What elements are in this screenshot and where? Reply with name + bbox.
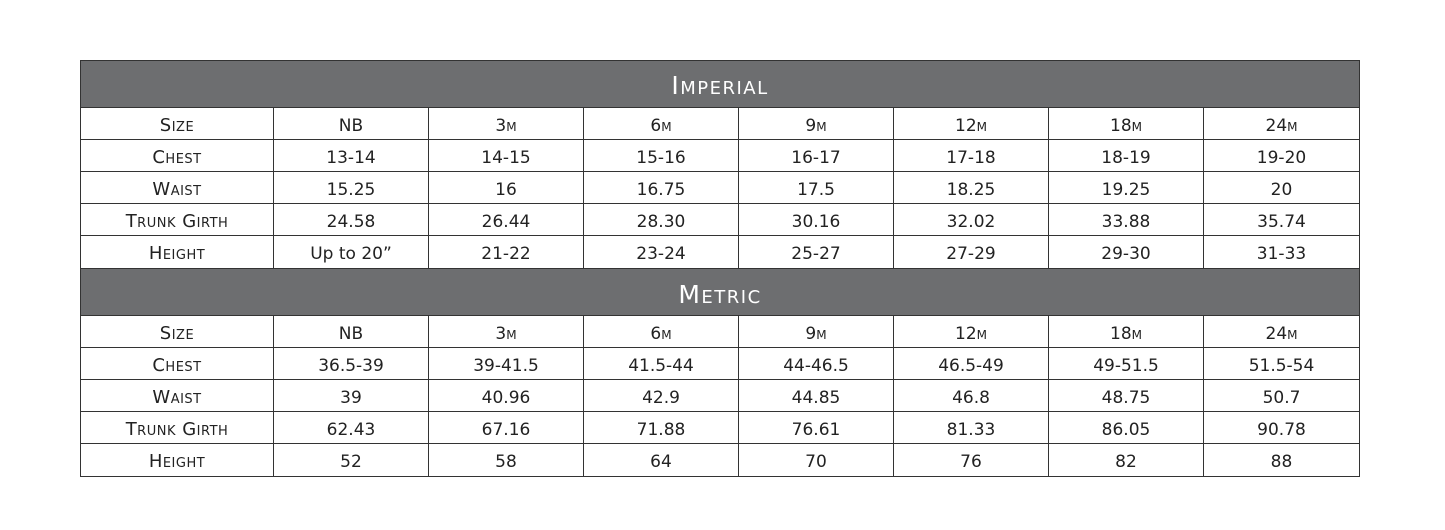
table-cell: 64 <box>584 444 739 476</box>
table-cell: 19-20 <box>1256 148 1307 168</box>
table-cell: 81.33 <box>894 412 1049 443</box>
table-cell: 18-19 <box>1049 140 1204 171</box>
row-label: Trunk Girth <box>81 204 274 235</box>
section-header-imperial: Imperial <box>81 61 1359 108</box>
table-cell: 41.5-44 <box>584 348 739 379</box>
table-cell: 90.78 <box>1257 420 1306 440</box>
table-cell: 42.9 <box>584 380 739 411</box>
row-label: Size <box>81 108 274 139</box>
table-cell: 33.88 <box>1049 204 1204 235</box>
table-cell: 21-22 <box>429 236 584 268</box>
size-column-header: NB <box>274 316 429 347</box>
table-cell: 28.30 <box>584 204 739 235</box>
size-column-header: 18m <box>1049 108 1204 139</box>
table-cell: 27-29 <box>894 236 1049 268</box>
table-row-height: Height Up to 20” 21-22 23-24 25-27 27-29 29-30… <box>81 236 1359 268</box>
table-cell: 19.25 <box>1049 172 1204 203</box>
table-cell: 44-46.5 <box>739 348 894 379</box>
table-cell: 46.8 <box>894 380 1049 411</box>
size-column-header: 18m <box>1049 316 1204 347</box>
table-cell: 36.5-39 <box>274 348 429 379</box>
table-cell: 67.16 <box>429 412 584 443</box>
table-cell: 16.75 <box>584 172 739 203</box>
size-column-header: 24m <box>1265 324 1298 344</box>
table-cell: 15.25 <box>274 172 429 203</box>
table-cell: 48.75 <box>1049 380 1204 411</box>
size-column-header: 12m <box>894 108 1049 139</box>
table-row-waist: Waist 39 40.96 42.9 44.85 46.8 48.75 50.7 <box>81 380 1359 412</box>
table-row-trunk-girth: Trunk Girth 24.58 26.44 28.30 30.16 32.02 33.8… <box>81 204 1359 236</box>
table-row-chest: Chest 13-14 14-15 15-16 16-17 17-18 18-19 19-20 <box>81 140 1359 172</box>
table-row-waist: Waist 15.25 16 16.75 17.5 18.25 19.25 20 <box>81 172 1359 204</box>
table-cell: 18.25 <box>894 172 1049 203</box>
table-cell: 58 <box>429 444 584 476</box>
table-cell: 32.02 <box>894 204 1049 235</box>
row-label: Trunk Girth <box>81 412 274 443</box>
table-cell: 52 <box>274 444 429 476</box>
size-column-header: 6m <box>584 108 739 139</box>
table-cell: 46.5-49 <box>894 348 1049 379</box>
table-cell: 31-33 <box>1256 244 1307 264</box>
row-label: Chest <box>81 348 274 379</box>
size-column-header: 12m <box>894 316 1049 347</box>
table-cell: 23-24 <box>584 236 739 268</box>
table-cell: 13-14 <box>274 140 429 171</box>
table-cell: 25-27 <box>739 236 894 268</box>
row-label: Height <box>81 444 274 476</box>
row-label: Waist <box>81 172 274 203</box>
row-label: Chest <box>81 140 274 171</box>
section-header-metric: Metric <box>81 268 1359 316</box>
row-label: Waist <box>81 380 274 411</box>
table-row-trunk-girth: Trunk Girth 62.43 67.16 71.88 76.61 81.33 86.0… <box>81 412 1359 444</box>
table-cell: 88 <box>1270 452 1293 472</box>
table-cell: 20 <box>1270 180 1293 200</box>
table-cell: 50.7 <box>1262 388 1301 408</box>
table-cell: 76.61 <box>739 412 894 443</box>
size-column-header: 24m <box>1265 116 1298 136</box>
table-cell: Up to 20” <box>274 236 429 268</box>
section-body-metric: Size NB 3m 6m 9m 12m 18m 24m Chest 36.5-39 39-41.5… <box>81 316 1359 476</box>
table-cell: 76 <box>894 444 1049 476</box>
table-cell: 29-30 <box>1049 236 1204 268</box>
table-cell: 35.74 <box>1257 212 1306 232</box>
section-body-imperial: Size NB 3m 6m 9m 12m 18m 24m Chest 13-14 14-15 15-1… <box>81 108 1359 268</box>
size-column-header: NB <box>274 108 429 139</box>
table-cell: 39 <box>274 380 429 411</box>
table-cell: 71.88 <box>584 412 739 443</box>
table-cell: 17.5 <box>739 172 894 203</box>
size-chart-table: Imperial Size NB 3m 6m 9m 12m 18m 24m Chest 13-14 1… <box>80 60 1360 477</box>
size-column-header: 3m <box>429 316 584 347</box>
table-cell: 30.16 <box>739 204 894 235</box>
size-column-header: 9m <box>739 108 894 139</box>
table-cell: 86.05 <box>1049 412 1204 443</box>
size-column-header: 6m <box>584 316 739 347</box>
table-cell: 14-15 <box>429 140 584 171</box>
size-column-header: 3m <box>429 108 584 139</box>
table-cell: 15-16 <box>584 140 739 171</box>
table-cell: 39-41.5 <box>429 348 584 379</box>
table-cell: 17-18 <box>894 140 1049 171</box>
table-row-size: Size NB 3m 6m 9m 12m 18m 24m <box>81 316 1359 348</box>
table-cell: 62.43 <box>274 412 429 443</box>
table-cell: 44.85 <box>739 380 894 411</box>
row-label: Height <box>81 236 274 268</box>
table-cell: 51.5-54 <box>1248 356 1315 376</box>
row-label: Size <box>81 316 274 347</box>
table-cell: 16-17 <box>739 140 894 171</box>
table-cell: 16 <box>429 172 584 203</box>
table-row-size: Size NB 3m 6m 9m 12m 18m 24m <box>81 108 1359 140</box>
table-cell: 40.96 <box>429 380 584 411</box>
table-cell: 49-51.5 <box>1049 348 1204 379</box>
table-row-chest: Chest 36.5-39 39-41.5 41.5-44 44-46.5 46.5-49… <box>81 348 1359 380</box>
table-cell: 24.58 <box>274 204 429 235</box>
table-cell: 70 <box>739 444 894 476</box>
table-row-height: Height 52 58 64 70 76 82 88 <box>81 444 1359 476</box>
table-cell: 82 <box>1049 444 1204 476</box>
table-cell: 26.44 <box>429 204 584 235</box>
size-column-header: 9m <box>739 316 894 347</box>
